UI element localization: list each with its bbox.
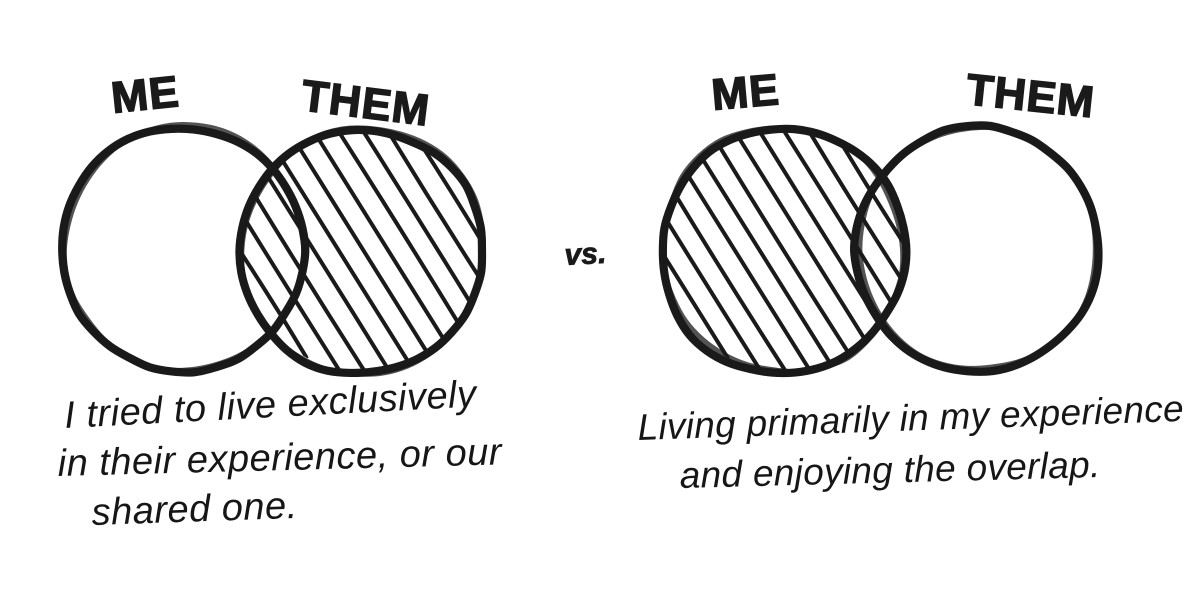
svg-text:and enjoying the overlap.: and enjoying the overlap.: [679, 444, 1101, 496]
svg-text:in their experience, or our: in their experience, or our: [57, 431, 503, 485]
svg-text:vs.: vs.: [564, 237, 607, 272]
svg-text:ME: ME: [710, 65, 782, 120]
svg-text:shared one.: shared one.: [91, 485, 299, 534]
svg-text:I tried to live exclusively: I tried to live exclusively: [63, 373, 479, 437]
svg-text:ME: ME: [109, 67, 182, 123]
svg-text:Living primarily in my experie: Living primarily in my experience: [637, 388, 1185, 448]
svg-text:THEM: THEM: [299, 71, 433, 135]
svg-text:THEM: THEM: [964, 65, 1097, 127]
